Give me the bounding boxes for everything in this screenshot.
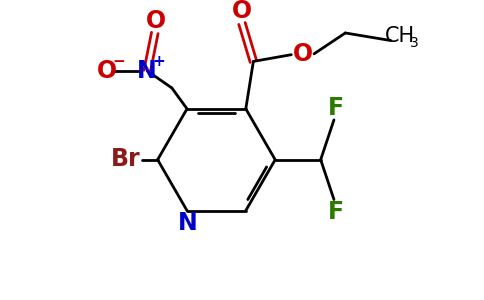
Text: O: O <box>97 59 118 83</box>
Text: F: F <box>328 200 344 224</box>
Text: O: O <box>232 0 252 23</box>
Text: O: O <box>293 42 313 66</box>
Text: O: O <box>146 9 166 33</box>
Text: N: N <box>178 211 198 235</box>
Text: −: − <box>112 54 125 69</box>
Text: F: F <box>328 96 344 120</box>
Text: 3: 3 <box>410 36 419 50</box>
Text: CH: CH <box>385 26 415 46</box>
Text: +: + <box>152 54 165 69</box>
Text: N: N <box>137 59 157 83</box>
Text: Br: Br <box>110 147 140 171</box>
